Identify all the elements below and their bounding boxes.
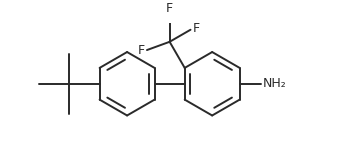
Text: F: F — [166, 2, 173, 15]
Text: NH₂: NH₂ — [262, 77, 286, 90]
Text: F: F — [193, 22, 200, 35]
Text: F: F — [137, 44, 145, 57]
